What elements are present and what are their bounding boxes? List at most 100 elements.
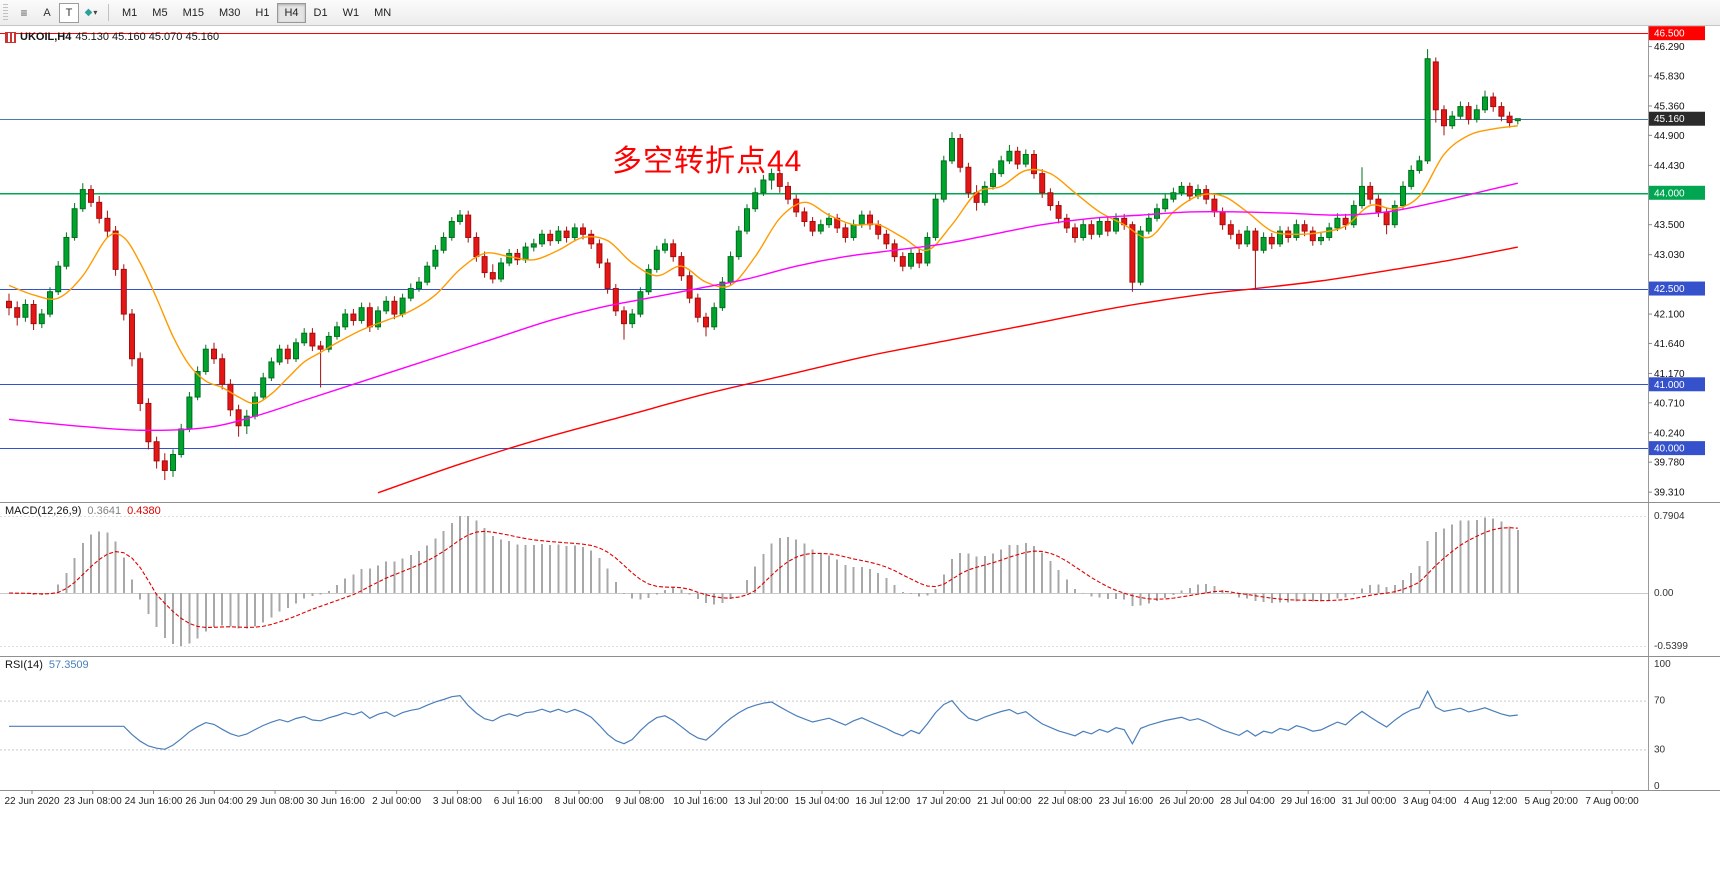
chart-canvas[interactable]: 46.290 45.830 45.360 44.900 44.430 43.500 43.0…	[0, 26, 1720, 893]
candle	[416, 281, 422, 290]
price-axis[interactable]: 46.290 45.830 45.360 44.900 44.430 43.500 43.0…	[1648, 26, 1705, 790]
candle	[1359, 185, 1365, 207]
horizontal-lines[interactable]	[0, 32, 1648, 450]
toolbar: ≡ A T ◆ ▾ M1 M5 M15 M30 H1 H4 D1 W1 MN	[0, 0, 1720, 26]
timeframe-w1[interactable]: W1	[336, 3, 367, 23]
candle	[1252, 230, 1259, 251]
candle	[375, 310, 381, 328]
timeframe-m1[interactable]: M1	[115, 3, 144, 23]
timeframe-h1[interactable]: H1	[248, 3, 276, 23]
rsi-axis-label: 70	[1654, 696, 1666, 707]
macd-name: MACD(12,26,9)	[5, 505, 82, 517]
time-label: 4 Aug 12:00	[1464, 796, 1518, 807]
timeframe-m30[interactable]: M30	[212, 3, 247, 23]
candle	[981, 185, 988, 203]
price-tick-label: 41.640	[1654, 339, 1685, 350]
symbol-icon	[5, 31, 16, 43]
candle	[735, 230, 742, 258]
price-marker-label: 42.500	[1654, 284, 1685, 295]
candle	[957, 138, 964, 168]
timeframe-m5[interactable]: M5	[145, 3, 174, 23]
candle	[1465, 106, 1472, 120]
candle	[940, 160, 947, 200]
candle	[342, 313, 349, 328]
text-label-tool-button[interactable]: A	[36, 3, 58, 23]
text-tool-button[interactable]: T	[59, 2, 79, 23]
candle	[1473, 109, 1480, 120]
candle	[252, 396, 258, 417]
candle	[809, 221, 816, 232]
candle	[366, 307, 373, 328]
candle	[752, 192, 759, 210]
candle	[530, 243, 537, 248]
candle	[1301, 224, 1308, 232]
candle	[686, 275, 693, 299]
shapes-tool-button[interactable]: ◆ ▾	[80, 3, 102, 23]
price-marker-label: 40.000	[1654, 444, 1685, 455]
candle	[211, 348, 217, 360]
candle	[227, 383, 234, 411]
timeframe-mn[interactable]: MN	[367, 3, 398, 23]
chart-annotation-text[interactable]: 多空转折点44	[612, 145, 803, 178]
candle	[38, 313, 45, 325]
lines-tool-button[interactable]: ≡	[13, 3, 35, 23]
ma-slow-red	[377, 246, 1518, 494]
price-marker-label: 41.000	[1654, 380, 1685, 391]
timeframe-m15[interactable]: M15	[176, 3, 211, 23]
candle	[1022, 153, 1029, 165]
price-tick-label: 42.100	[1654, 310, 1685, 321]
candle	[1326, 227, 1333, 238]
timeframe-d1[interactable]: D1	[307, 3, 335, 23]
candle	[776, 173, 783, 187]
candle	[867, 214, 873, 226]
candle	[1400, 185, 1406, 207]
candle	[55, 265, 62, 293]
candle	[842, 227, 849, 238]
candle	[1490, 96, 1497, 108]
price-tick-label: 43.030	[1654, 250, 1685, 261]
candle	[850, 224, 857, 238]
toolbar-separator	[108, 4, 109, 21]
candle	[1449, 115, 1456, 127]
candle	[219, 358, 226, 385]
candle	[711, 307, 718, 328]
candle	[1514, 118, 1521, 122]
candle	[498, 262, 504, 280]
price-marker-box	[1649, 185, 1705, 200]
candle	[514, 252, 521, 261]
candle	[104, 217, 111, 232]
time-label: 3 Jul 08:00	[433, 796, 482, 807]
time-label: 8 Jul 00:00	[554, 796, 603, 807]
candle	[1383, 211, 1390, 226]
time-label: 26 Jun 04:00	[185, 796, 243, 807]
timeframe-h4[interactable]: H4	[277, 2, 306, 23]
toolbar-grip[interactable]	[3, 3, 8, 22]
candle	[1072, 227, 1078, 238]
rsi-axis-label: 100	[1654, 659, 1671, 670]
time-label: 26 Jul 20:00	[1159, 796, 1214, 807]
candle	[1457, 106, 1464, 117]
candle	[826, 217, 832, 226]
candle	[760, 179, 767, 194]
time-axis[interactable]: 22 Jun 2020 23 Jun 08:00 24 Jun 16:00 26 Ju…	[4, 790, 1639, 807]
candle	[621, 310, 627, 325]
candle	[284, 348, 291, 360]
candle	[1088, 224, 1095, 235]
candle	[932, 198, 939, 238]
candles-layer[interactable]	[6, 49, 1521, 481]
candle	[580, 227, 586, 235]
candle	[727, 256, 734, 283]
candle	[424, 265, 431, 283]
candle	[1162, 198, 1169, 210]
chart-title: UKOIL,H4 45.130 45.160 45.070 45.160	[5, 31, 219, 43]
candle	[539, 233, 545, 245]
macd-pane[interactable]: 0.7904 0.00 -0.5399	[0, 511, 1688, 652]
candle	[1170, 192, 1177, 200]
rsi-pane[interactable]: 100 70 30 0	[0, 659, 1671, 792]
candle	[612, 288, 619, 312]
candle	[1506, 115, 1513, 124]
price-marker-box	[1649, 377, 1705, 392]
chevron-down-icon: ▾	[93, 8, 98, 17]
candle	[522, 246, 529, 261]
price-marker-box	[1649, 111, 1705, 126]
